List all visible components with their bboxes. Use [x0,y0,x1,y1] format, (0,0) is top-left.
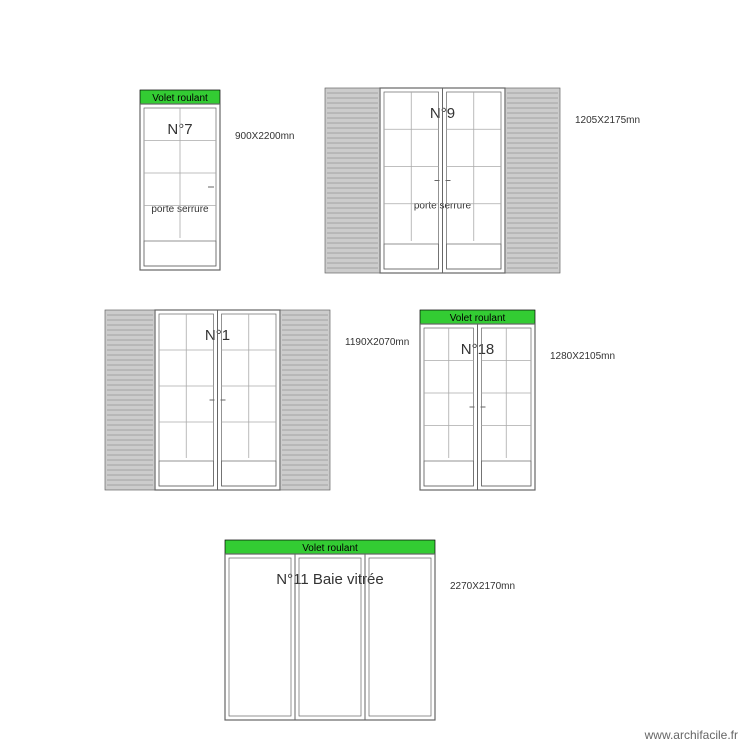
door-n18: Volet roulantN°181280X2105mn [420,310,615,490]
diagram-canvas: Volet roulantN°7porte serrure900X2200mn N… [0,0,750,750]
svg-text:900X2200mn: 900X2200mn [235,131,295,142]
svg-text:Volet roulant: Volet roulant [302,543,358,554]
watermark-text: www.archifacile.fr [645,728,738,742]
svg-text:N°11 Baie vitrée: N°11 Baie vitrée [276,571,383,588]
svg-text:Volet roulant: Volet roulant [450,313,506,324]
svg-text:Volet roulant: Volet roulant [152,93,208,104]
svg-text:1280X2105mn: 1280X2105mn [550,351,615,362]
svg-text:1205X2175mn: 1205X2175mn [575,115,640,126]
svg-text:1190X2070mn: 1190X2070mn [345,337,409,348]
door-n11: Volet roulant N°11 Baie vitrée 2270X2170mn [225,540,515,720]
door-n7: Volet roulantN°7porte serrure900X2200mn [140,90,295,270]
svg-text:2270X2170mn: 2270X2170mn [450,581,515,592]
